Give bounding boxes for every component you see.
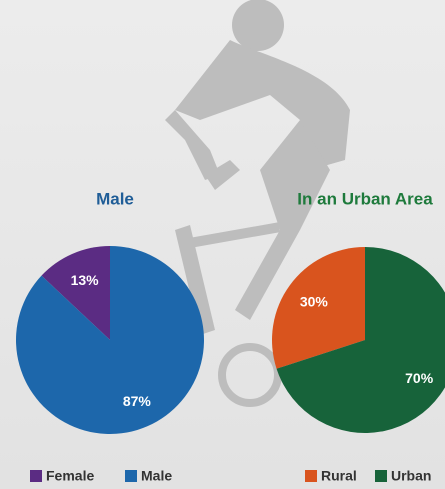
legend-swatch bbox=[30, 470, 42, 482]
legend-label: Urban bbox=[391, 468, 431, 484]
slice-label: 87% bbox=[123, 393, 152, 409]
slice-label: 70% bbox=[405, 370, 434, 386]
legend-label: Female bbox=[46, 468, 94, 484]
slice-label: 30% bbox=[300, 294, 329, 310]
chart: Male 13% Female 87% Male In an Urban Area 30% R… bbox=[0, 0, 445, 489]
chart-title: In an Urban Area bbox=[297, 189, 433, 208]
legend-swatch bbox=[305, 470, 317, 482]
legend-swatch bbox=[375, 470, 387, 482]
legend-swatch bbox=[125, 470, 137, 482]
chart-title: Male bbox=[96, 189, 134, 208]
page: {"chart_data": [ {"type": "pie", "title"… bbox=[0, 0, 445, 489]
legend-label: Male bbox=[141, 468, 172, 484]
slice-label: 13% bbox=[71, 272, 100, 288]
legend-label: Rural bbox=[321, 468, 357, 484]
